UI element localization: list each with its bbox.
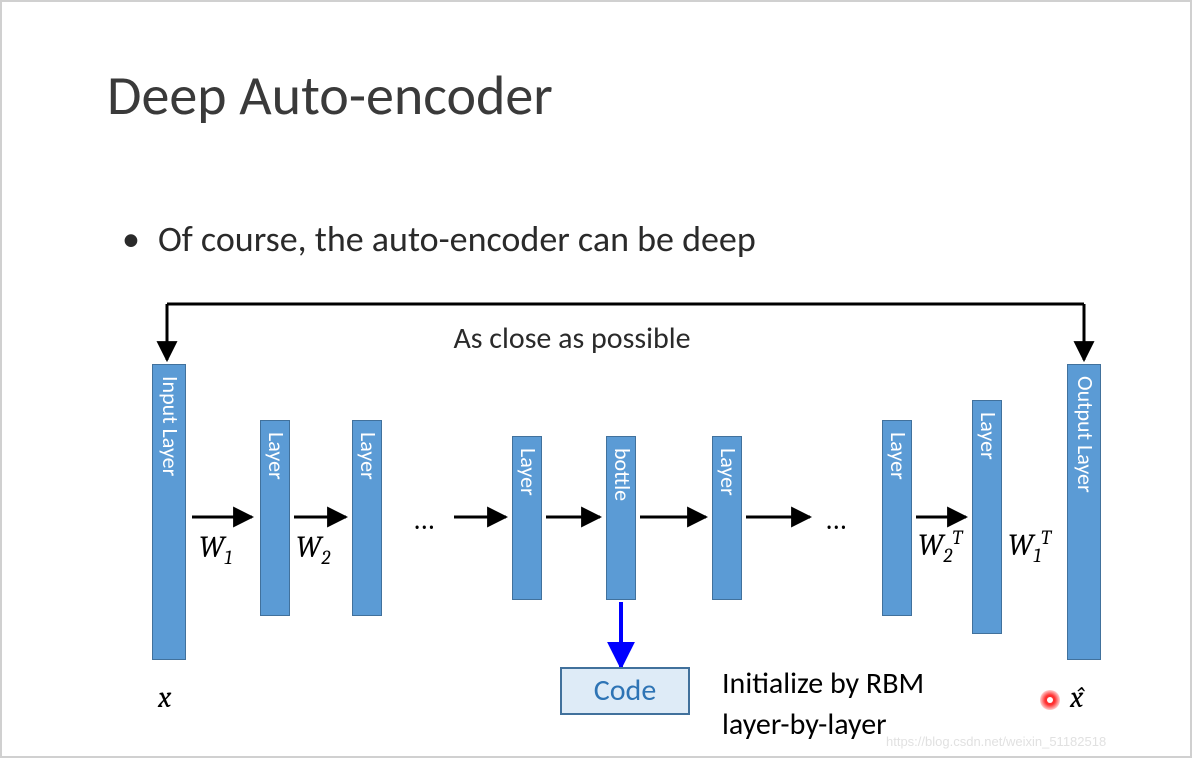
xhat-label: x̂ [1070, 680, 1083, 715]
code-box: Code [560, 667, 690, 715]
bar-layer4 [712, 436, 742, 600]
weight-label-2: W2T [918, 526, 962, 567]
bar-layer1 [260, 420, 290, 616]
watermark: https://blog.csdn.net/weixin_51182518 [886, 734, 1106, 749]
bar-layer5 [882, 420, 912, 616]
bar-layer6 [972, 400, 1002, 634]
ellipsis-1: … [824, 502, 849, 537]
x-label: x [158, 680, 171, 715]
weight-label-3: W1T [1008, 526, 1051, 567]
autoencoder-diagram: Input LayerLayerLayerLayerbottleLayerLay… [2, 2, 1192, 760]
slide: Deep Auto-encoder Of course, the auto-en… [0, 0, 1192, 758]
bar-layer3 [512, 436, 542, 600]
ellipsis-0: … [412, 502, 437, 537]
init-text: Initialize by RBMlayer-by-layer [722, 664, 924, 745]
bar-bottle [606, 436, 636, 600]
bar-output [1067, 364, 1101, 660]
weight-label-1: W2 [296, 530, 330, 569]
weight-label-0: W1 [199, 530, 232, 569]
bar-input [152, 364, 186, 660]
code-box-label: Code [594, 672, 657, 709]
laser-pointer-dot [1040, 690, 1060, 710]
bar-layer2 [352, 420, 382, 616]
